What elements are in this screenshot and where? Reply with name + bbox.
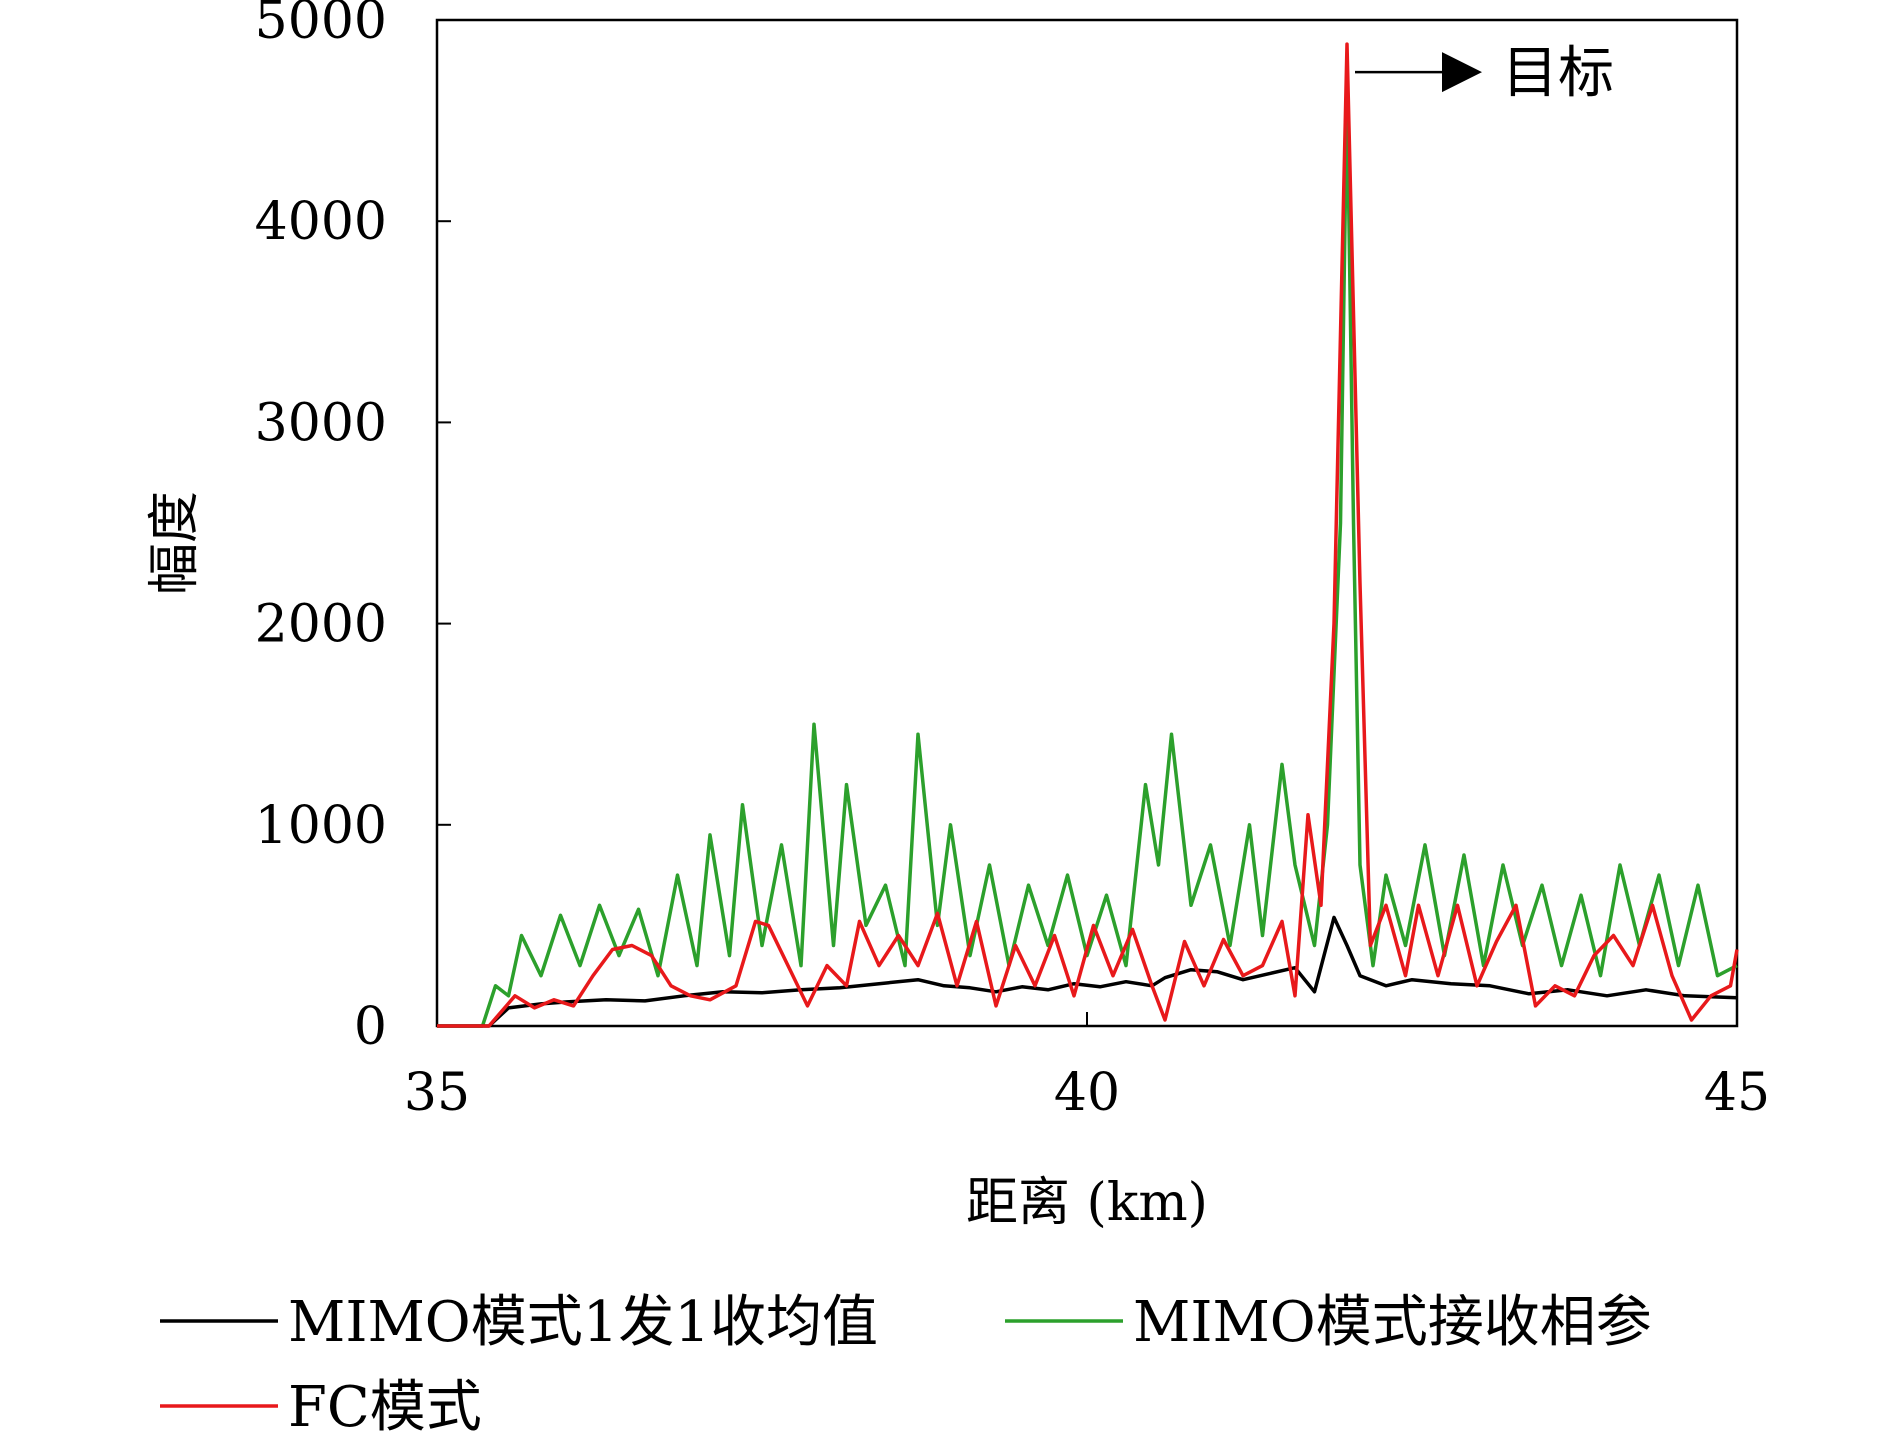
y-tick-label: 4000 xyxy=(255,192,387,252)
series-line-2 xyxy=(437,42,1739,1028)
y-tick-label: 1000 xyxy=(255,796,387,856)
y-tick-label: 3000 xyxy=(255,393,387,453)
annotation-layer: 目标 xyxy=(1355,41,1614,106)
legend: MIMO模式1发1收均值 MIMO模式接收相参 FC模式 xyxy=(160,1290,1652,1440)
y-tick-label: 0 xyxy=(354,997,387,1057)
series-line-0 xyxy=(437,915,1738,1028)
x-tick-label: 40 xyxy=(1054,1063,1120,1123)
y-tick-label: 2000 xyxy=(255,595,387,655)
x-axis-title: 距离 (km) xyxy=(966,1173,1208,1233)
y-tick-label: 5000 xyxy=(255,0,387,51)
x-tick-label: 45 xyxy=(1704,1063,1770,1123)
legend-label-2: FC模式 xyxy=(288,1375,482,1440)
x-tick-label: 35 xyxy=(404,1063,470,1123)
legend-label-1: MIMO模式接收相参 xyxy=(1133,1290,1652,1355)
series-layer xyxy=(437,42,1739,1028)
annotation-arrowhead xyxy=(1442,52,1482,93)
legend-label-0: MIMO模式1发1收均值 xyxy=(288,1290,878,1355)
y-axis-title: 幅度 xyxy=(145,491,205,595)
annotation-label: 目标 xyxy=(1502,41,1614,106)
plot-area-frame xyxy=(435,18,1739,1028)
series-line-1 xyxy=(437,88,1738,1028)
ticks-layer: 35 40 45 0 1000 2000 3000 4000 5000 xyxy=(255,0,1770,1123)
